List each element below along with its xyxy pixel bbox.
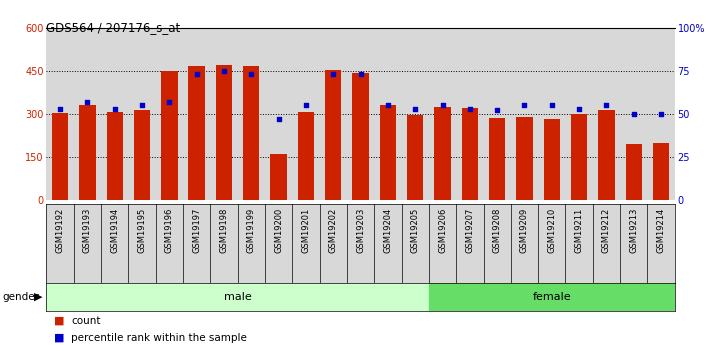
Point	[109, 106, 121, 111]
Point	[546, 102, 558, 108]
Text: percentile rank within the sample: percentile rank within the sample	[71, 333, 247, 343]
Bar	[325, 70, 341, 200]
Point	[328, 71, 339, 77]
Bar	[353, 73, 368, 200]
Text: GSM19204: GSM19204	[383, 207, 393, 253]
Bar	[571, 114, 588, 200]
Bar	[380, 105, 396, 200]
Text: male: male	[223, 292, 251, 302]
Point	[628, 111, 640, 117]
Text: gender: gender	[2, 292, 39, 302]
Bar	[407, 115, 423, 200]
Point	[600, 102, 612, 108]
Point	[519, 102, 531, 108]
Bar	[79, 105, 96, 200]
Bar	[489, 118, 506, 200]
Text: GSM19208: GSM19208	[493, 207, 502, 253]
Text: GSM19209: GSM19209	[520, 207, 529, 253]
Text: GSM19201: GSM19201	[301, 207, 311, 253]
Text: GSM19193: GSM19193	[83, 207, 92, 253]
Text: GSM19202: GSM19202	[328, 207, 338, 253]
Text: GSM19214: GSM19214	[657, 207, 665, 253]
Text: GDS564 / 207176_s_at: GDS564 / 207176_s_at	[46, 21, 181, 34]
Bar	[653, 142, 669, 200]
Text: GSM19199: GSM19199	[247, 207, 256, 253]
Text: GSM19195: GSM19195	[138, 207, 146, 253]
Point	[491, 108, 503, 113]
Bar	[516, 117, 533, 200]
Text: GSM19194: GSM19194	[110, 207, 119, 253]
Point	[54, 106, 66, 111]
Point	[410, 106, 421, 111]
Point	[164, 99, 175, 105]
Point	[136, 102, 148, 108]
Text: ▶: ▶	[34, 292, 43, 302]
Point	[655, 111, 667, 117]
Bar	[271, 154, 287, 200]
Text: GSM19192: GSM19192	[56, 207, 64, 253]
Bar	[298, 112, 314, 200]
Text: count: count	[71, 316, 101, 326]
Text: GSM19206: GSM19206	[438, 207, 447, 253]
Text: GSM19207: GSM19207	[466, 207, 474, 253]
Bar	[46, 283, 429, 310]
Point	[300, 102, 311, 108]
Bar	[161, 71, 178, 200]
Point	[355, 71, 366, 77]
Text: GSM19200: GSM19200	[274, 207, 283, 253]
Bar	[462, 108, 478, 200]
Bar	[598, 110, 615, 200]
Bar	[134, 110, 150, 200]
Text: ■: ■	[54, 333, 64, 343]
Bar	[429, 283, 675, 310]
Text: GSM19203: GSM19203	[356, 207, 365, 253]
Text: GSM19210: GSM19210	[548, 207, 556, 253]
Point	[573, 106, 585, 111]
Bar	[188, 66, 205, 200]
Point	[246, 71, 257, 77]
Text: GSM19212: GSM19212	[602, 207, 611, 253]
Bar	[434, 107, 451, 200]
Point	[81, 99, 93, 105]
Text: GSM19205: GSM19205	[411, 207, 420, 253]
Bar	[243, 66, 259, 200]
Bar	[543, 119, 560, 200]
Bar	[216, 65, 232, 200]
Point	[382, 102, 393, 108]
Text: ■: ■	[54, 316, 64, 326]
Bar	[52, 113, 69, 200]
Point	[191, 71, 202, 77]
Point	[464, 106, 476, 111]
Text: GSM19197: GSM19197	[192, 207, 201, 253]
Point	[437, 102, 448, 108]
Point	[218, 68, 230, 73]
Bar	[106, 112, 123, 200]
Text: female: female	[533, 292, 571, 302]
Point	[273, 116, 284, 122]
Text: GSM19213: GSM19213	[629, 207, 638, 253]
Text: GSM19198: GSM19198	[219, 207, 228, 253]
Text: GSM19211: GSM19211	[575, 207, 583, 253]
Bar	[625, 144, 642, 200]
Text: GSM19196: GSM19196	[165, 207, 174, 253]
